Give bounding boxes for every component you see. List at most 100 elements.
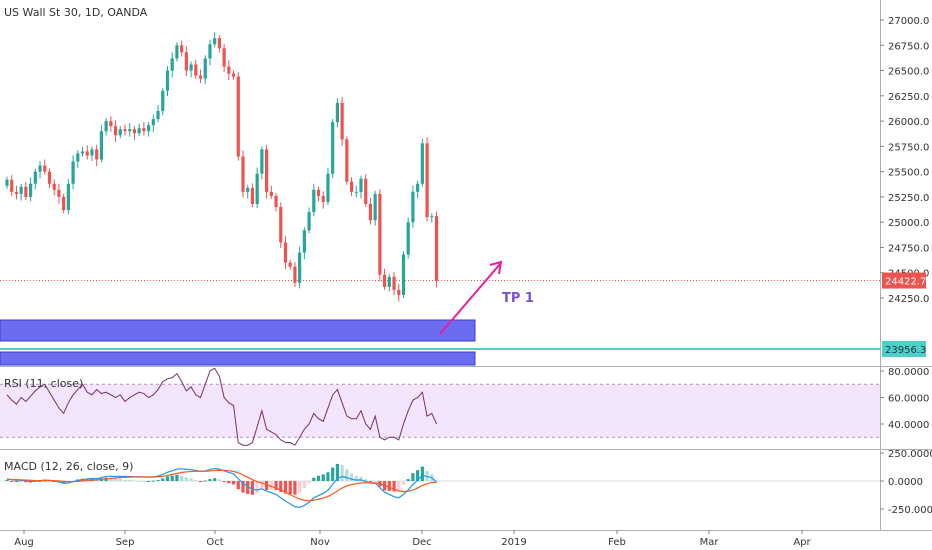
candle-body: [359, 178, 363, 192]
candle-body: [316, 189, 321, 196]
candle-body: [170, 58, 174, 71]
candle-body: [406, 222, 410, 255]
current-price-tag-text: 24422.7: [885, 277, 926, 288]
candle-body: [411, 191, 415, 223]
macd-histogram-bar: [316, 475, 321, 481]
candle-body: [227, 66, 231, 74]
macd-histogram-bar: [288, 481, 292, 495]
candle-body: [298, 252, 302, 283]
macd-histogram-bar: [170, 475, 174, 481]
candle-body: [19, 186, 23, 194]
candle-body: [368, 203, 373, 221]
time-tick-label: Nov: [310, 537, 330, 548]
macd-histogram-bar: [349, 473, 354, 481]
candle-body: [104, 121, 108, 132]
macd-histogram-bar: [302, 481, 306, 489]
candle-body: [326, 173, 330, 202]
macd-histogram-bar: [142, 481, 146, 482]
candle-body: [109, 121, 113, 127]
candle-body: [80, 151, 85, 154]
macd-histogram-bar: [434, 480, 439, 482]
tp-arrow-head: [489, 260, 503, 275]
macd-histogram-bar: [236, 481, 240, 490]
macd-histogram-bar: [184, 477, 188, 481]
candle-body: [302, 230, 306, 253]
candle-body: [213, 38, 217, 45]
time-tick-label: Feb: [608, 537, 626, 548]
candle-body: [274, 195, 278, 208]
macd-histogram-bar: [354, 475, 358, 481]
macd-histogram-bar: [222, 481, 226, 482]
macd-histogram-bar: [123, 479, 127, 481]
time-tick-label: Dec: [412, 537, 431, 548]
demand-zone: [0, 351, 476, 366]
macd-histogram-bar: [331, 467, 335, 481]
macd-line: [6, 467, 437, 509]
macd-histogram-bar: [401, 481, 406, 485]
candle-body: [250, 187, 255, 204]
time-tick-label: Sep: [116, 537, 135, 548]
rsi-tick-label: 80.0000: [888, 367, 929, 378]
macd-histogram-bar: [38, 481, 42, 482]
tp-label: TP 1: [502, 291, 534, 306]
candle-body: [387, 276, 391, 287]
price-tick-label: 26000.0: [888, 117, 929, 128]
macd-histogram-bar: [14, 481, 19, 482]
candle-body: [52, 183, 56, 190]
macd-histogram-bar: [217, 479, 221, 481]
candle-body: [10, 179, 14, 192]
macd-histogram-bar: [113, 478, 118, 481]
macd-histogram-bar: [260, 481, 264, 489]
candle-body: [29, 183, 33, 197]
macd-histogram-bar: [10, 481, 14, 482]
candle-body: [434, 216, 439, 281]
candle-body: [231, 73, 236, 77]
candle-body: [184, 52, 188, 71]
price-tick-label: 27000.0: [888, 16, 929, 27]
macd-histogram-bar: [406, 479, 410, 481]
macd-histogram-bar: [137, 480, 141, 482]
price-tick-label: 26750.0: [888, 41, 929, 52]
candle-body: [208, 44, 212, 59]
candle-body: [71, 161, 75, 184]
macd-histogram-bar: [161, 478, 165, 481]
candle-body: [5, 179, 9, 186]
macd-histogram-bar: [416, 470, 420, 481]
candle-body: [420, 143, 424, 184]
candle-body: [236, 76, 240, 157]
macd-histogram-bar: [274, 481, 278, 491]
candle-body: [66, 183, 70, 211]
candle-body: [194, 64, 198, 76]
candle-body: [364, 178, 368, 204]
macd-histogram-bar: [397, 481, 401, 491]
macd-histogram-bar: [321, 474, 325, 481]
macd-histogram-bar: [387, 481, 391, 492]
rsi-band: [0, 384, 880, 438]
candle-body: [288, 262, 292, 267]
candle-body: [335, 102, 339, 123]
macd-histogram-bar: [265, 481, 269, 490]
candle-body: [345, 139, 349, 182]
macd-histogram-bar: [246, 481, 250, 494]
candle-body: [189, 64, 193, 71]
macd-histogram-bar: [307, 481, 311, 484]
candle-body: [349, 181, 354, 192]
rsi-line: [6, 367, 437, 446]
macd-histogram-bar: [85, 478, 89, 481]
macd-histogram-bar: [132, 480, 137, 482]
macd-histogram-bar: [420, 466, 424, 481]
candle-body: [321, 195, 325, 202]
macd-histogram-bar: [392, 481, 396, 492]
candle-body: [401, 254, 406, 295]
macd-histogram-bar: [208, 479, 212, 481]
chart-title: US Wall St 30, 1D, OANDA: [4, 6, 148, 19]
rsi-label: RSI (11, close): [4, 377, 84, 390]
candle-body: [246, 187, 250, 192]
price-tick-label: 25000.0: [888, 218, 929, 229]
macd-histogram-bar: [227, 481, 231, 484]
candle-body: [383, 274, 387, 287]
macd-histogram-bar: [118, 479, 122, 481]
macd-histogram-bar: [24, 481, 28, 483]
candle-body: [203, 58, 207, 79]
